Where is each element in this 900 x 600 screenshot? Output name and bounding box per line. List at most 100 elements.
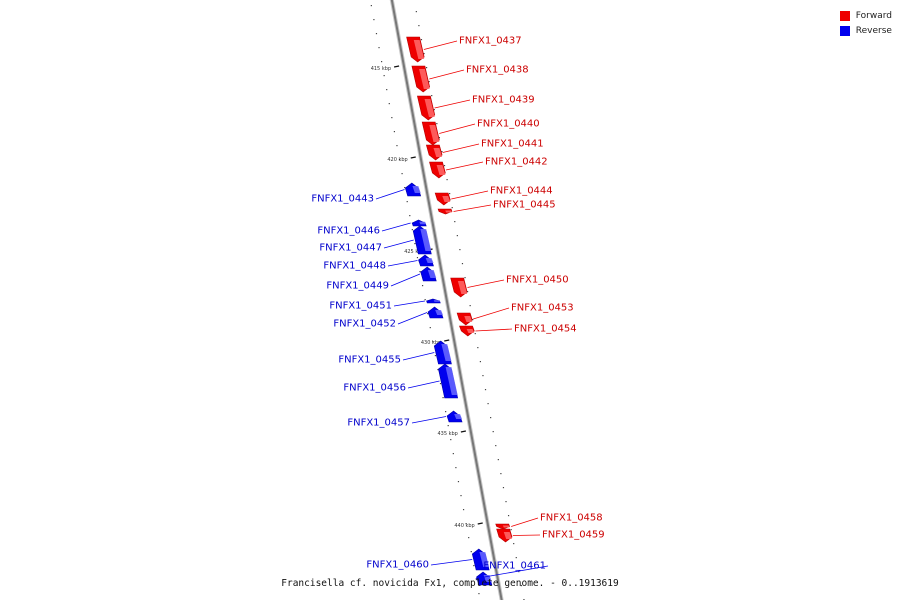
- gene-leader-line: [475, 328, 513, 332]
- ruler-dot: [464, 277, 466, 279]
- ruler-dot: [437, 369, 439, 371]
- gene-arrow-highlight: [479, 552, 490, 567]
- ruler-dot: [460, 495, 462, 497]
- gene-leader-line: [512, 534, 541, 536]
- gene-label: FNFX1_0450: [506, 275, 569, 286]
- gene-arrow-highlight: [427, 270, 437, 278]
- gene-arrow-highlight: [429, 125, 440, 142]
- ruler-dot: [449, 193, 451, 195]
- gene-arrow-highlight: [436, 165, 446, 175]
- ruler-dot: [452, 453, 454, 455]
- ruler-dot: [482, 375, 484, 377]
- ruler-dot: [393, 131, 396, 133]
- ruler-dot: [423, 53, 425, 55]
- ruler-dot: [427, 313, 429, 315]
- gene-arrow-highlight: [503, 532, 513, 539]
- ruler-dot: [510, 529, 512, 531]
- gene-fnfx1_0458: FNFX1_0458: [495, 513, 603, 530]
- gene-fnfx1_0451: FNFX1_0451: [329, 298, 441, 312]
- ruler-dot: [431, 95, 433, 97]
- gene-leader-line: [445, 161, 484, 171]
- gene-arrow-highlight: [419, 69, 430, 89]
- gene-label: FNFX1_0440: [477, 119, 540, 130]
- ruler-dot: [465, 523, 467, 525]
- ruler-dot: [406, 201, 408, 203]
- ruler-dot: [500, 473, 502, 475]
- gene-leader-line: [453, 204, 492, 212]
- gene-arrow-highlight: [435, 310, 444, 315]
- gene-arrow-highlight: [457, 281, 468, 294]
- ruler-dot: [459, 249, 461, 251]
- legend-item-reverse: Reverse: [839, 23, 892, 38]
- gene-leader-line: [381, 222, 411, 232]
- gene-arrow-highlight: [420, 229, 432, 251]
- gene-arrow-highlight: [424, 99, 435, 117]
- ruler-dot: [415, 11, 417, 13]
- gene-label: FNFX1_0456: [343, 383, 406, 394]
- scale-tick-label: 430 kbp: [421, 340, 441, 346]
- gene-arrow-highlight: [445, 367, 458, 395]
- ruler-dot: [380, 61, 383, 63]
- ruler-dot: [375, 33, 378, 35]
- ruler-dot: [378, 47, 380, 49]
- gene-arrow-highlight: [442, 196, 451, 202]
- ruler-dot: [424, 299, 426, 301]
- gene-leader-line: [407, 380, 440, 389]
- gene-arrow-highlight: [425, 258, 434, 263]
- ruler-dot: [513, 543, 515, 545]
- scale-tick-label: 420 kbp: [387, 157, 407, 163]
- legend-label-reverse: Reverse: [855, 25, 892, 36]
- gene-label: FNFX1_0449: [326, 281, 389, 292]
- legend: Forward Reverse: [839, 8, 892, 38]
- ruler-dot: [411, 229, 413, 231]
- gene-arrow-highlight: [445, 210, 452, 213]
- gene-leader-line: [451, 190, 489, 200]
- ruler-dot: [478, 593, 480, 595]
- gene-label: FNFX1_0442: [485, 157, 548, 168]
- ruler-dot: [432, 341, 434, 343]
- ruler-dot: [470, 551, 472, 553]
- gene-leader-line: [383, 239, 414, 249]
- gene-leader-line: [434, 99, 471, 109]
- ruler-dot: [455, 467, 457, 469]
- gene-label: FNFX1_0459: [542, 530, 605, 541]
- gene-arrow-highlight: [441, 344, 452, 361]
- gene-leader-line: [430, 559, 473, 566]
- legend-item-forward: Forward: [839, 8, 892, 23]
- scale-tick: [477, 522, 483, 525]
- gene-label: FNFX1_0461: [483, 561, 546, 572]
- gene-label: FNFX1_0445: [493, 200, 556, 211]
- gene-arrow: [437, 208, 453, 215]
- gene-leader-line: [402, 352, 435, 361]
- ruler-dot: [421, 285, 424, 287]
- scale-tick: [444, 339, 450, 342]
- scale-tick-label: 440 kbp: [454, 523, 474, 529]
- gene-fnfx1_0437: FNFX1_0437: [406, 36, 522, 63]
- gene-label: FNFX1_0458: [540, 513, 603, 524]
- gene-fnfx1_0447: FNFX1_0447: [319, 225, 432, 255]
- gene-fnfx1_0453: FNFX1_0453: [456, 303, 574, 326]
- gene-leader-line: [397, 312, 428, 325]
- ruler-dot: [487, 403, 489, 405]
- gene-fnfx1_0452: FNFX1_0452: [333, 306, 444, 330]
- scale-tick-label: 415 kbp: [371, 66, 391, 72]
- ruler-dot: [388, 103, 390, 105]
- gene-arrow-highlight: [419, 221, 427, 225]
- gene-fnfx1_0438: FNFX1_0438: [411, 65, 529, 93]
- ruler-dot: [475, 579, 477, 581]
- gene-arrow-highlight: [502, 525, 510, 528]
- gene-label: FNFX1_0441: [481, 139, 544, 150]
- ruler-dot: [401, 173, 403, 175]
- gene-label: FNFX1_0444: [490, 186, 553, 197]
- gene-label: FNFX1_0447: [319, 243, 382, 254]
- ruler-dot: [373, 19, 375, 21]
- gene-leader-line: [423, 40, 458, 50]
- ruler-dot: [443, 165, 446, 167]
- ruler-dot: [456, 235, 458, 237]
- genome-caption: Francisella cf. novicida Fx1, complete g…: [281, 578, 619, 589]
- ruler-dot: [479, 361, 481, 363]
- gene-fnfx1_0455: FNFX1_0455: [338, 340, 452, 366]
- gene-fnfx1_0457: FNFX1_0457: [347, 410, 463, 429]
- gene-arrow: [495, 523, 511, 530]
- ruler-dot: [454, 221, 456, 223]
